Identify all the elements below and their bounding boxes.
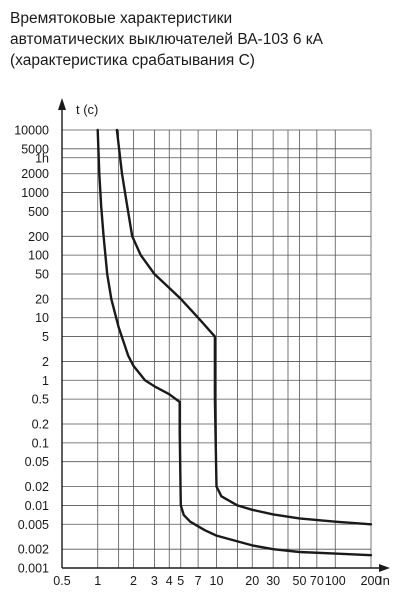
grid [62, 129, 372, 569]
y-tick-label: 0.5 [32, 393, 49, 407]
x-tick-labels: 0.5 1 2 3 4 5 7 10 20 30 50 70 100 200 [53, 574, 381, 588]
x-tick-label: 50 [293, 574, 307, 588]
y-tick-label: 5000 [21, 142, 49, 156]
x-tick-label: 1 [94, 574, 101, 588]
y-tick-label: 0.001 [18, 562, 49, 576]
y-tick-label: 0.2 [32, 418, 49, 432]
y-tick-label: 1000 [21, 186, 49, 200]
y-tick-label: 1h [35, 151, 49, 165]
y-tick-label: 5 [42, 330, 49, 344]
y-tick-label: 0.01 [25, 499, 49, 513]
y-tick-label: 10 [35, 311, 49, 325]
x-axis-arrow [379, 564, 390, 572]
x-tick-label: 7 [195, 574, 202, 588]
y-axis-label: t (c) [76, 102, 98, 117]
series-line-1 [96, 128, 373, 557]
x-tick-label: 70 [310, 574, 324, 588]
y-tick-label: 500 [28, 205, 49, 219]
x-tick-label: 4 [166, 574, 173, 588]
series [96, 128, 373, 557]
x-tick-label: 30 [266, 574, 280, 588]
chart-title-line-2: автоматических выключателей ВА-103 6 кА [10, 31, 323, 48]
chart-title-line-1: Времятоковые характеристики [10, 10, 233, 27]
x-tick-label: 10 [210, 574, 224, 588]
y-tick-label: 50 [35, 267, 49, 281]
x-tick-label: 0.5 [53, 574, 70, 588]
y-tick-label: 20 [35, 292, 49, 306]
series-line-2 [115, 128, 373, 526]
y-tick-label: 0.05 [25, 455, 49, 469]
chart-title: Времятоковые характеристики автоматическ… [10, 8, 405, 71]
axes [58, 98, 390, 572]
y-tick-label: 1 [42, 374, 49, 388]
y-tick-label: 10000 [14, 124, 49, 138]
x-tick-label: 100 [325, 574, 346, 588]
y-tick-label: 0.1 [32, 436, 49, 450]
y-tick-label: 0.005 [18, 518, 49, 532]
y-tick-label: 2 [42, 355, 49, 369]
y-tick-label: 100 [28, 249, 49, 263]
y-tick-label: 0.02 [25, 480, 49, 494]
y-tick-label: 0.002 [18, 543, 49, 557]
x-tick-label: 200 [361, 574, 382, 588]
x-tick-label: 3 [151, 574, 158, 588]
x-tick-label: 20 [245, 574, 259, 588]
y-axis-arrow [58, 98, 66, 110]
y-tick-label: 200 [28, 230, 49, 244]
chart-title-line-3: (характеристика срабатывания С) [10, 52, 255, 69]
x-tick-label: 5 [177, 574, 184, 588]
x-axis-label: In [379, 573, 390, 588]
x-tick-label: 2 [130, 574, 137, 588]
y-tick-label: 2000 [21, 167, 49, 181]
